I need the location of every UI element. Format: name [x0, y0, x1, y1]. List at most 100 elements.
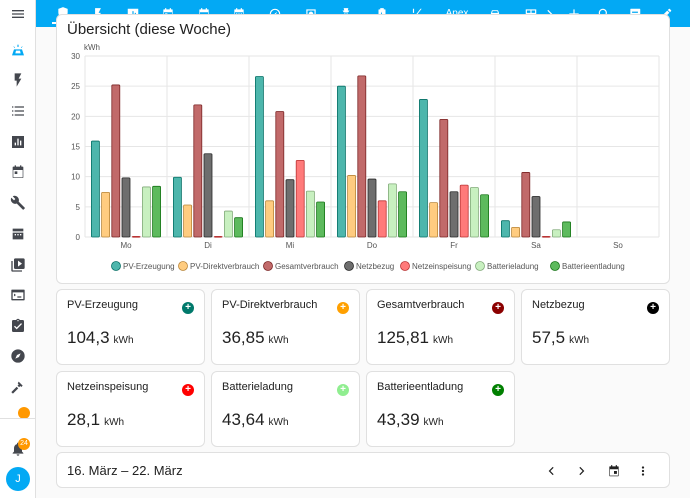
legend-label: Netzbezug: [356, 262, 394, 271]
plus-circle-icon[interactable]: +: [647, 302, 659, 314]
next-period-button[interactable]: [572, 461, 592, 481]
legend-swatch[interactable]: [263, 261, 273, 271]
bar-netzbezug[interactable]: [367, 178, 377, 238]
lightning-icon: [14, 73, 22, 87]
stat-unit: kWh: [569, 335, 590, 346]
bar-batterieentladung[interactable]: [234, 217, 244, 238]
bar-netzbezug[interactable]: [121, 177, 131, 238]
bar-pv-direktverbrauch[interactable]: [183, 204, 192, 238]
sidebar-item-terminal[interactable]: [6, 283, 30, 307]
tab-hot-water[interactable]: [300, 3, 322, 24]
bar-gesamtverbrauch[interactable]: [357, 75, 367, 238]
chart-icon: [127, 8, 139, 19]
bar-batterieentladung[interactable]: [480, 194, 490, 238]
chevron-left-icon: [548, 466, 554, 476]
bar-batterieladung[interactable]: [223, 210, 233, 238]
bar-batterieladung[interactable]: [551, 229, 561, 238]
sidebar-item-sensor[interactable]: [6, 222, 30, 246]
bar-pv-direktverbrauch[interactable]: [101, 191, 110, 238]
sidebar-item-todo[interactable]: [6, 314, 30, 338]
add-button[interactable]: [563, 3, 585, 24]
water-heater-icon: [306, 8, 316, 19]
bar-gesamtverbrauch[interactable]: [111, 84, 121, 238]
plus-circle-icon[interactable]: +: [337, 302, 349, 314]
tab-gauge[interactable]: [264, 3, 286, 24]
tab-power[interactable]: [87, 3, 109, 24]
stat-value-row: 57,5 kWh: [532, 328, 589, 348]
bar-pv-erzeugung[interactable]: [254, 76, 264, 238]
stat-label: PV-Erzeugung: [67, 299, 138, 311]
bar-batterieentladung[interactable]: [398, 191, 408, 238]
terminal-icon: [11, 289, 25, 301]
sidebar-item-energy[interactable]: [6, 38, 30, 62]
today-button[interactable]: [604, 461, 624, 481]
sidebar-item-settings[interactable]: [6, 191, 30, 215]
bar-netzeinspeisung[interactable]: [213, 235, 223, 238]
legend-swatch[interactable]: [344, 261, 354, 271]
y-tick-label: 15: [71, 143, 80, 152]
lightning-icon: [95, 7, 101, 20]
bar-pv-erzeugung[interactable]: [418, 99, 428, 238]
legend-swatch[interactable]: [475, 261, 485, 271]
bar-netzeinspeisung[interactable]: [459, 184, 469, 238]
legend-label: Batterieladung: [487, 262, 539, 271]
bar-gesamtverbrauch[interactable]: [275, 111, 285, 238]
tab-calendar-day[interactable]: [157, 3, 179, 24]
more-options-button[interactable]: [633, 461, 653, 481]
tab-calendar-week[interactable]: [193, 3, 215, 24]
plus-circle-icon[interactable]: +: [337, 384, 349, 396]
bar-netzbezug[interactable]: [285, 179, 295, 238]
bar-pv-erzeugung[interactable]: [173, 176, 182, 238]
bar-batterieladung[interactable]: [469, 187, 479, 238]
menu-icon[interactable]: [6, 2, 30, 26]
sidebar-item-map[interactable]: [6, 344, 30, 368]
bar-batterieladung[interactable]: [142, 186, 151, 238]
stat-card: Batterieladung +43,64 kWh: [211, 371, 360, 447]
bar-pv-erzeugung[interactable]: [91, 140, 100, 238]
sidebar-item-logbook[interactable]: [6, 99, 30, 123]
bar-batterieentladung[interactable]: [562, 221, 572, 238]
plus-circle-icon[interactable]: +: [182, 384, 194, 396]
bar-netzbezug[interactable]: [203, 153, 213, 238]
plus-circle-icon[interactable]: +: [182, 302, 194, 314]
bar-pv-direktverbrauch[interactable]: [347, 175, 357, 238]
bar-gesamtverbrauch[interactable]: [521, 172, 531, 238]
bar-netzbezug[interactable]: [531, 196, 541, 238]
plus-circle-icon[interactable]: +: [492, 384, 504, 396]
bar-pv-direktverbrauch[interactable]: [511, 226, 521, 238]
previous-period-button[interactable]: [541, 461, 561, 481]
sidebar-item-history[interactable]: [6, 130, 30, 154]
bar-batterieladung[interactable]: [305, 190, 315, 238]
legend-swatch[interactable]: [178, 261, 188, 271]
stat-value-row: 28,1 kWh: [67, 410, 124, 430]
tab-apex[interactable]: Apex: [441, 3, 473, 24]
bar-pv-erzeugung[interactable]: [336, 85, 346, 238]
bar-netzeinspeisung[interactable]: [131, 235, 141, 238]
sidebar-item-power[interactable]: [6, 68, 30, 92]
bar-netzbezug[interactable]: [449, 191, 459, 238]
legend-swatch[interactable]: [111, 261, 121, 271]
legend-swatch[interactable]: [400, 261, 410, 271]
bar-netzeinspeisung[interactable]: [541, 235, 551, 238]
sidebar-item-media[interactable]: [6, 253, 30, 277]
bar-netzeinspeisung[interactable]: [295, 159, 305, 238]
tab-chart[interactable]: [122, 3, 144, 24]
sensor-icon: [12, 228, 24, 240]
bar-gesamtverbrauch[interactable]: [439, 118, 449, 238]
sidebar: 24 J: [0, 0, 36, 498]
bar-batterieentladung[interactable]: [152, 185, 161, 238]
bar-batterieladung[interactable]: [387, 183, 397, 238]
legend-swatch[interactable]: [550, 261, 560, 271]
bar-netzeinspeisung[interactable]: [377, 200, 387, 238]
sidebar-item-developer[interactable]: [6, 375, 30, 399]
plus-circle-icon[interactable]: +: [492, 302, 504, 314]
sidebar-item-calendar[interactable]: [6, 160, 30, 184]
bar-pv-direktverbrauch[interactable]: [429, 202, 439, 238]
bar-batterieentladung[interactable]: [316, 201, 326, 238]
energy-bar-chart: 0 5 10 15 20 25 30 kWh Mo Di Mi Do Fr Sa So PV-Erzeugun…: [71, 43, 660, 271]
bar-gesamtverbrauch[interactable]: [193, 104, 203, 238]
avatar[interactable]: J: [6, 467, 30, 491]
bar-pv-erzeugung[interactable]: [500, 220, 510, 238]
bar-pv-direktverbrauch[interactable]: [265, 200, 275, 238]
x-tick-label: Mo: [120, 241, 132, 250]
